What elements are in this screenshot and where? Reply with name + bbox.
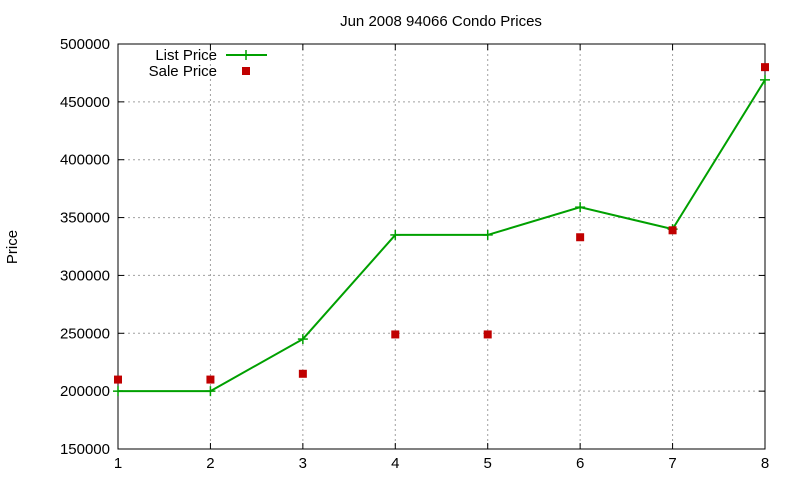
y-tick-label: 500000 [60, 36, 110, 53]
list-price-point [390, 229, 401, 240]
list-price-line [118, 79, 766, 393]
axes: 1 2 3 4 5 6 7 8 150000 200000 250000 300000 350000 40… [60, 36, 769, 472]
y-tick-label: 450000 [60, 94, 110, 111]
sale-price-point [206, 375, 215, 384]
x-tick-label: 6 [576, 455, 584, 472]
series-layer [113, 63, 770, 397]
list-price-series [113, 74, 770, 397]
y-tick-label: 300000 [60, 267, 110, 284]
list-price-point [297, 334, 308, 345]
x-tick-label: 4 [391, 455, 399, 472]
x-tick-label: 7 [668, 455, 676, 472]
sale-price-point [298, 369, 307, 378]
list-price-point [113, 386, 123, 397]
sale-price-point [483, 330, 492, 339]
x-tick-label: 1 [114, 455, 122, 472]
y-tick-label: 400000 [60, 152, 110, 169]
sale-price-point [668, 226, 677, 235]
chart-title: Jun 2008 94066 Condo Prices [340, 13, 542, 30]
y-tick-label: 150000 [60, 441, 110, 458]
list-price-point [205, 386, 216, 397]
list-price-point [760, 74, 770, 85]
y-tick-label: 200000 [60, 383, 110, 400]
legend-label: List Price [155, 47, 217, 64]
sale-price-point [391, 330, 400, 339]
legend-item-sale-price: Sale Price [149, 63, 250, 80]
sale-price-point [761, 63, 769, 72]
legend-swatch-marker [241, 50, 251, 60]
list-price-point [575, 202, 586, 213]
sale-price-point [114, 375, 122, 384]
x-tick-label: 2 [206, 455, 214, 472]
y-axis-label: Price [4, 230, 21, 264]
legend-swatch-marker [242, 67, 250, 75]
y-tick-label: 350000 [60, 210, 110, 227]
plot-frame [117, 43, 766, 450]
list-price-point [482, 229, 493, 240]
x-tick-label: 8 [761, 455, 769, 472]
legend-item-list-price: List Price [155, 47, 267, 64]
sale-price-point [576, 233, 585, 242]
y-tick-label: 250000 [60, 325, 110, 342]
legend-label: Sale Price [149, 63, 217, 80]
x-tick-label: 5 [484, 455, 492, 472]
sale-price-series [114, 63, 769, 384]
x-tick-label: 3 [299, 455, 307, 472]
